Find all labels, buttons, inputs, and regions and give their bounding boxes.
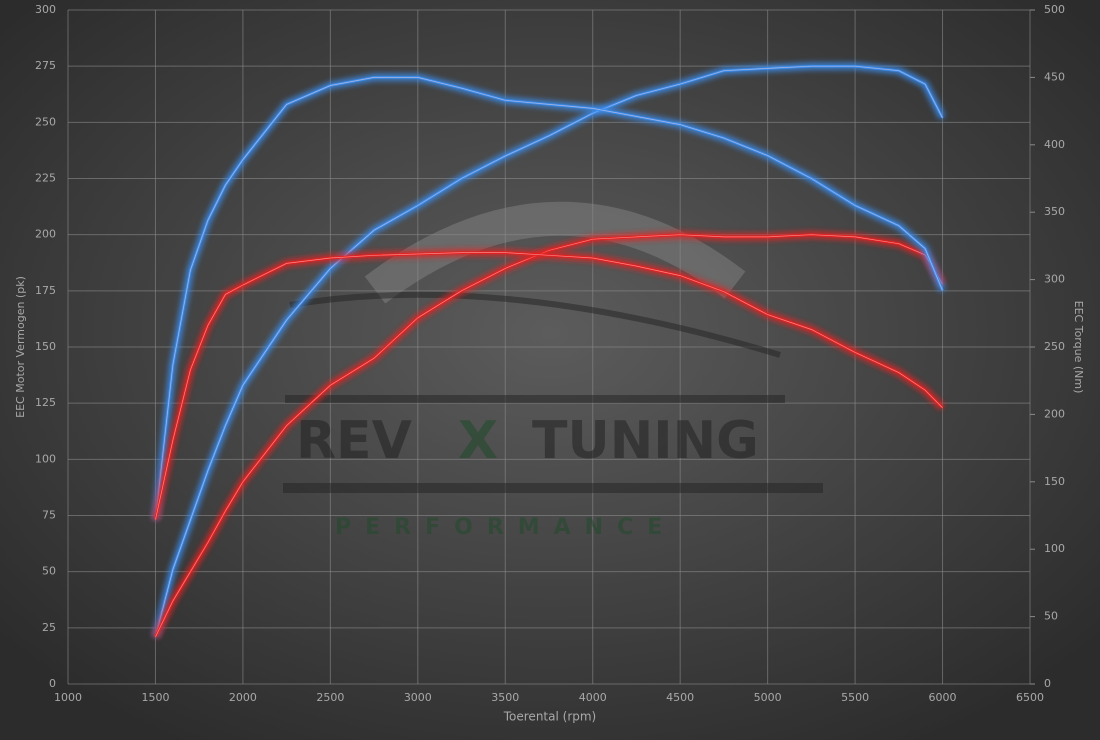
y-tick-label: 50 bbox=[42, 565, 56, 578]
y-axis-label: EEC Motor Vermogen (pk) bbox=[14, 276, 27, 418]
x-axis-label: Toerental (rpm) bbox=[503, 710, 596, 724]
y-tick-label: 200 bbox=[35, 228, 56, 241]
series-core bbox=[155, 234, 943, 637]
series-core bbox=[155, 252, 943, 520]
y2-tick-label: 400 bbox=[1044, 138, 1065, 151]
y2-axis-label: EEC Torque (Nm) bbox=[1072, 301, 1085, 394]
y2-tick-label: 150 bbox=[1044, 475, 1065, 488]
y-tick-label: 25 bbox=[42, 621, 56, 634]
x-tick-label: 6000 bbox=[929, 691, 957, 704]
y-tick-label: 0 bbox=[49, 677, 56, 690]
watermark-text: TUNING bbox=[532, 411, 759, 471]
x-tick-label: 6500 bbox=[1016, 691, 1044, 704]
x-tick-label: 5500 bbox=[841, 691, 869, 704]
y-tick-label: 125 bbox=[35, 396, 56, 409]
series-core bbox=[155, 65, 943, 637]
y-tick-label: 300 bbox=[35, 3, 56, 16]
watermark-text: REV bbox=[296, 411, 412, 471]
x-tick-label: 3000 bbox=[404, 691, 432, 704]
y2-tick-label: 200 bbox=[1044, 407, 1065, 420]
y-tick-label: 150 bbox=[35, 340, 56, 353]
watermark-text: X bbox=[458, 411, 498, 471]
y-tick-label: 175 bbox=[35, 284, 56, 297]
x-tick-label: 1500 bbox=[141, 691, 169, 704]
y-tick-label: 100 bbox=[35, 452, 56, 465]
y-tick-label: 75 bbox=[42, 509, 56, 522]
x-tick-label: 2000 bbox=[229, 691, 257, 704]
y2-tick-label: 500 bbox=[1044, 3, 1065, 16]
x-tick-label: 2500 bbox=[316, 691, 344, 704]
y-tick-label: 275 bbox=[35, 59, 56, 72]
x-tick-label: 3500 bbox=[491, 691, 519, 704]
watermark: REV X TUNING PERFORMANCE bbox=[283, 201, 823, 540]
y2-tick-label: 100 bbox=[1044, 542, 1065, 555]
x-tick-label: 4500 bbox=[666, 691, 694, 704]
y-tick-label: 250 bbox=[35, 115, 56, 128]
x-tick-label: 5000 bbox=[754, 691, 782, 704]
watermark-text: PERFORMANCE bbox=[335, 515, 676, 540]
y2-tick-label: 50 bbox=[1044, 610, 1058, 623]
x-tick-label: 4000 bbox=[579, 691, 607, 704]
y2-tick-label: 250 bbox=[1044, 340, 1065, 353]
y2-tick-label: 300 bbox=[1044, 273, 1065, 286]
y-tick-label: 225 bbox=[35, 172, 56, 185]
y2-tick-label: 450 bbox=[1044, 70, 1065, 83]
y2-tick-label: 0 bbox=[1044, 677, 1051, 690]
y2-tick-label: 350 bbox=[1044, 205, 1065, 218]
x-tick-label: 1000 bbox=[54, 691, 82, 704]
series-core bbox=[155, 77, 943, 520]
